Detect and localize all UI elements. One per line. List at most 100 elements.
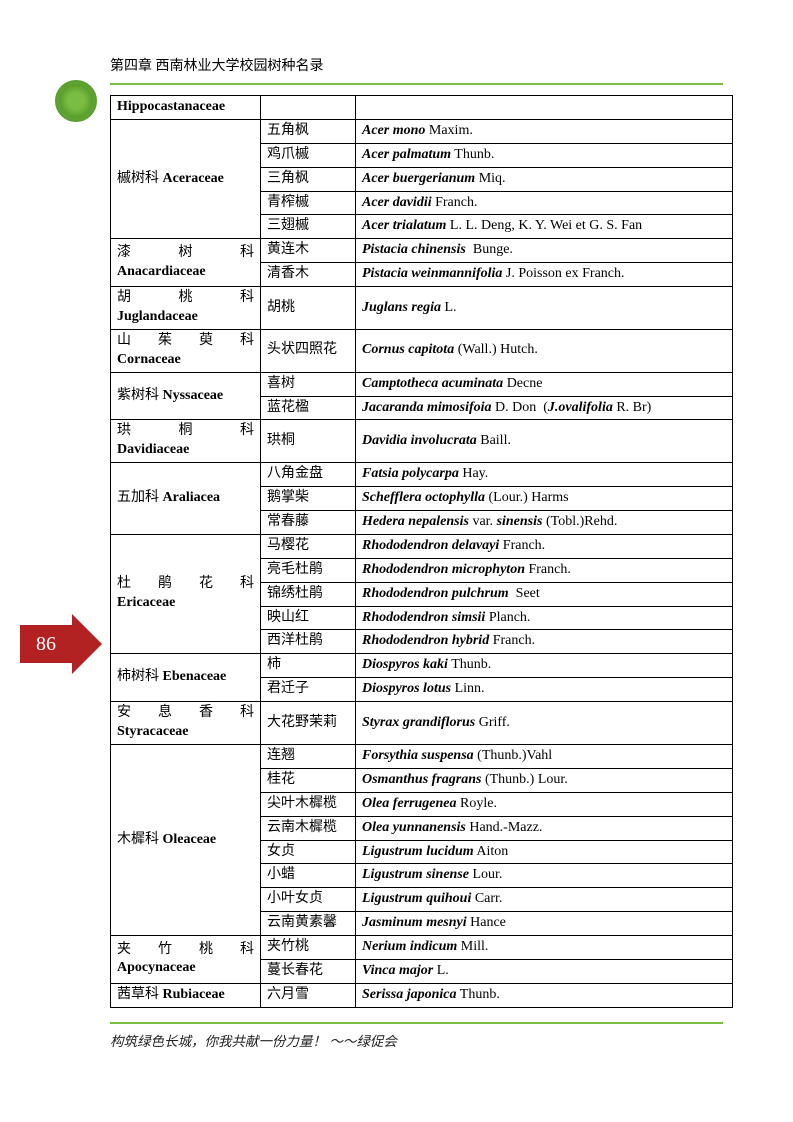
species-cn-cell: 五角枫: [261, 119, 356, 143]
species-latin-cell: Olea ferrugenea Royle.: [356, 792, 733, 816]
species-latin-cell: Fatsia polycarpa Hay.: [356, 463, 733, 487]
species-cn-cell: [261, 96, 356, 120]
family-cell: 杜 鹃 花 科Ericaceae: [111, 534, 261, 653]
species-cn-cell: 常春藤: [261, 511, 356, 535]
species-cn-cell: 西洋杜鹃: [261, 630, 356, 654]
species-cn-cell: 小叶女贞: [261, 888, 356, 912]
arrow-head-icon: [72, 614, 102, 674]
species-latin-cell: Rhododendron delavayi Franch.: [356, 534, 733, 558]
species-latin-cell: Acer mono Maxim.: [356, 119, 733, 143]
species-latin-cell: Rhododendron hybrid Franch.: [356, 630, 733, 654]
species-latin-cell: Cornus capitota (Wall.) Hutch.: [356, 329, 733, 372]
species-cn-cell: 蔓长春花: [261, 959, 356, 983]
species-latin-cell: Serissa japonica Thunb.: [356, 983, 733, 1007]
family-cell: 胡 桃 科Juglandaceae: [111, 287, 261, 330]
species-cn-cell: 珙桐: [261, 420, 356, 463]
species-cn-cell: 亮毛杜鹃: [261, 558, 356, 582]
table-row: 五加科 Araliacea八角金盘Fatsia polycarpa Hay.: [111, 463, 733, 487]
species-cn-cell: 青榨槭: [261, 191, 356, 215]
species-cn-cell: 小蜡: [261, 864, 356, 888]
family-cell: 珙 桐 科Davidiaceae: [111, 420, 261, 463]
table-row: 珙 桐 科Davidiaceae珙桐Davidia involucrata Ba…: [111, 420, 733, 463]
species-latin-cell: Styrax grandiflorus Griff.: [356, 702, 733, 745]
family-cell: 夹 竹 桃 科Apocynaceae: [111, 936, 261, 984]
species-cn-cell: 蓝花楹: [261, 396, 356, 420]
table-row: 紫树科 Nyssaceae喜树Camptotheca acuminata Dec…: [111, 372, 733, 396]
species-latin-cell: Rhododendron simsii Planch.: [356, 606, 733, 630]
species-cn-cell: 喜树: [261, 372, 356, 396]
species-table: Hippocastanaceae槭树科 Aceraceae五角枫Acer mon…: [110, 95, 733, 1008]
species-latin-cell: Pistacia weinmannifolia J. Poisson ex Fr…: [356, 263, 733, 287]
footer-slogan: 构筑绿色长城，你我共献一份力量！ ～～绿促会: [100, 1030, 723, 1050]
species-cn-cell: 大花野茉莉: [261, 702, 356, 745]
species-cn-cell: 胡桃: [261, 287, 356, 330]
page-number: 86: [20, 625, 72, 663]
header-divider: [110, 83, 723, 85]
species-latin-cell: Juglans regia L.: [356, 287, 733, 330]
species-cn-cell: 君迁子: [261, 678, 356, 702]
species-cn-cell: 鹅掌柴: [261, 487, 356, 511]
species-latin-cell: Ligustrum lucidum Aiton: [356, 840, 733, 864]
family-cell: 山 茱 萸 科Cornaceae: [111, 329, 261, 372]
species-cn-cell: 柿: [261, 654, 356, 678]
species-cn-cell: 云南黄素馨: [261, 912, 356, 936]
species-cn-cell: 连翘: [261, 744, 356, 768]
family-cell: 紫树科 Nyssaceae: [111, 372, 261, 420]
species-cn-cell: 女贞: [261, 840, 356, 864]
table-row: 木樨科 Oleaceae连翘Forsythia suspensa (Thunb.…: [111, 744, 733, 768]
species-latin-cell: Pistacia chinensis Bunge.: [356, 239, 733, 263]
species-cn-cell: 八角金盘: [261, 463, 356, 487]
species-latin-cell: Jasminum mesnyi Hance: [356, 912, 733, 936]
species-cn-cell: 清香木: [261, 263, 356, 287]
species-latin-cell: Acer davidii Franch.: [356, 191, 733, 215]
species-latin-cell: Rhododendron pulchrum Seet: [356, 582, 733, 606]
family-cell: Hippocastanaceae: [111, 96, 261, 120]
species-latin-cell: Vinca major L.: [356, 959, 733, 983]
species-latin-cell: Ligustrum sinense Lour.: [356, 864, 733, 888]
table-row: 柿树科 Ebenaceae柿Diospyros kaki Thunb.: [111, 654, 733, 678]
table-row: 胡 桃 科Juglandaceae胡桃Juglans regia L.: [111, 287, 733, 330]
species-latin-cell: Nerium indicum Mill.: [356, 936, 733, 960]
species-cn-cell: 夹竹桃: [261, 936, 356, 960]
species-latin-cell: Davidia involucrata Baill.: [356, 420, 733, 463]
species-latin-cell: Schefflera octophylla (Lour.) Harms: [356, 487, 733, 511]
species-cn-cell: 鸡爪槭: [261, 143, 356, 167]
table-row: 山 茱 萸 科Cornaceae头状四照花Cornus capitota (Wa…: [111, 329, 733, 372]
family-cell: 安 息 香 科Styracaceae: [111, 702, 261, 745]
species-cn-cell: 映山红: [261, 606, 356, 630]
logo-icon: [55, 80, 97, 122]
species-cn-cell: 三翅槭: [261, 215, 356, 239]
species-cn-cell: 黄连木: [261, 239, 356, 263]
table-row: 安 息 香 科Styracaceae大花野茉莉Styrax grandiflor…: [111, 702, 733, 745]
table-row: 茜草科 Rubiaceae六月雪Serissa japonica Thunb.: [111, 983, 733, 1007]
species-latin-cell: Olea yunnanensis Hand.-Mazz.: [356, 816, 733, 840]
species-cn-cell: 锦绣杜鹃: [261, 582, 356, 606]
page-number-arrow: 86: [20, 614, 102, 674]
species-latin-cell: Rhododendron microphyton Franch.: [356, 558, 733, 582]
chapter-header: 第四章 西南林业大学校园树种名录: [100, 55, 723, 75]
species-cn-cell: 头状四照花: [261, 329, 356, 372]
species-latin-cell: Acer trialatum L. L. Deng, K. Y. Wei et …: [356, 215, 733, 239]
family-cell: 茜草科 Rubiaceae: [111, 983, 261, 1007]
family-cell: 槭树科 Aceraceae: [111, 119, 261, 238]
table-row: 漆 树 科Anacardiaceae黄连木Pistacia chinensis …: [111, 239, 733, 263]
species-latin-cell: Camptotheca acuminata Decne: [356, 372, 733, 396]
species-latin-cell: Acer buergerianum Miq.: [356, 167, 733, 191]
species-latin-cell: Osmanthus fragrans (Thunb.) Lour.: [356, 768, 733, 792]
species-cn-cell: 马樱花: [261, 534, 356, 558]
species-latin-cell: Jacaranda mimosifoia D. Don (J.ovalifoli…: [356, 396, 733, 420]
family-cell: 柿树科 Ebenaceae: [111, 654, 261, 702]
species-cn-cell: 尖叶木樨榄: [261, 792, 356, 816]
species-latin-cell: Forsythia suspensa (Thunb.)Vahl: [356, 744, 733, 768]
species-cn-cell: 云南木樨榄: [261, 816, 356, 840]
species-cn-cell: 桂花: [261, 768, 356, 792]
species-cn-cell: 六月雪: [261, 983, 356, 1007]
table-row: Hippocastanaceae: [111, 96, 733, 120]
family-cell: 五加科 Araliacea: [111, 463, 261, 535]
family-cell: 漆 树 科Anacardiaceae: [111, 239, 261, 287]
family-cell: 木樨科 Oleaceae: [111, 744, 261, 935]
table-row: 杜 鹃 花 科Ericaceae马樱花Rhododendron delavayi…: [111, 534, 733, 558]
table-row: 槭树科 Aceraceae五角枫Acer mono Maxim.: [111, 119, 733, 143]
table-row: 夹 竹 桃 科Apocynaceae夹竹桃Nerium indicum Mill…: [111, 936, 733, 960]
species-latin-cell: [356, 96, 733, 120]
